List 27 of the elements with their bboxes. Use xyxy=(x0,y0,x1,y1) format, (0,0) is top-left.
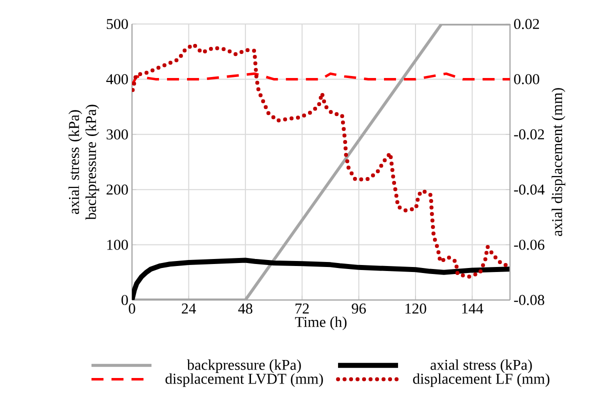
x-tick-label: 72 xyxy=(296,304,309,314)
y2-tick-label: -0.06 xyxy=(514,240,544,250)
legend-label: axial stress (kPa) xyxy=(430,359,532,374)
y2-tick-label: -0.04 xyxy=(514,184,545,195)
y-axis-title: axial stress (kPa) backpressure (kPa) xyxy=(68,104,100,220)
y-tick-label: 400 xyxy=(106,74,128,84)
y-tick-label: 100 xyxy=(107,240,128,250)
x-tick-label: 144 xyxy=(462,304,484,314)
y2-tick-label: -0.08 xyxy=(514,294,544,306)
x-tick-label: 0 xyxy=(128,304,136,314)
x-axis-title: Time (h) xyxy=(295,316,347,330)
line-series xyxy=(132,72,510,86)
y-tick-label: 500 xyxy=(106,18,128,30)
x-tick-label: 48 xyxy=(238,304,252,314)
x-tick-label: 120 xyxy=(406,304,426,314)
x-tick-label: 24 xyxy=(182,304,196,314)
y2-tick-label: 0.02 xyxy=(514,18,539,30)
y2-tick-label: 0.00 xyxy=(514,74,540,84)
legend-label: backpressure (kPa) xyxy=(186,359,301,374)
y-tick-label: 200 xyxy=(106,184,128,195)
legend-label: displacement LF (mm) xyxy=(413,373,550,387)
y2-axis-title: axial displacement (mm) xyxy=(552,88,566,236)
y-tick-label: 0 xyxy=(122,294,128,306)
y2-tick-label: -0.02 xyxy=(514,129,544,140)
x-tick-label: 96 xyxy=(352,304,366,314)
y-tick-label: 300 xyxy=(106,129,128,140)
legend-label: displacement LVDT (mm) xyxy=(166,373,323,387)
